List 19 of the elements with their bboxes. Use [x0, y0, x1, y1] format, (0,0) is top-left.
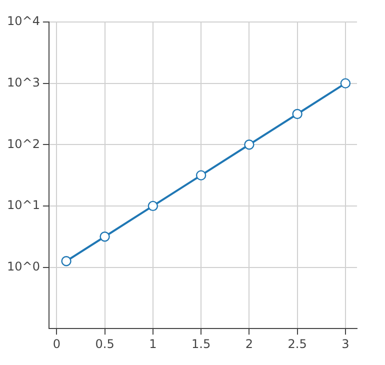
point — [61, 256, 72, 266]
y-tick-label: 10^0 — [6, 259, 40, 274]
x-tick-label: 1.5 — [192, 336, 211, 351]
x-tick-label: 3 — [342, 336, 350, 351]
x-tick-label: 2 — [245, 336, 254, 351]
x-tick-label: 2.5 — [288, 336, 307, 351]
point — [244, 140, 254, 150]
x-tick-label: 0.5 — [95, 336, 114, 351]
y-tick-label: 10^1 — [6, 198, 40, 212]
point — [100, 232, 110, 242]
x-tick-label: 1 — [149, 336, 157, 351]
point — [148, 200, 158, 212]
y-tick-label: 10^4 — [6, 14, 40, 28]
point — [196, 170, 206, 180]
y-tick-label: 10^3 — [6, 75, 40, 90]
point — [292, 108, 302, 120]
y-tick-label: 10^2 — [6, 136, 40, 151]
x-tick-label: 0 — [52, 336, 60, 351]
point — [340, 78, 351, 88]
